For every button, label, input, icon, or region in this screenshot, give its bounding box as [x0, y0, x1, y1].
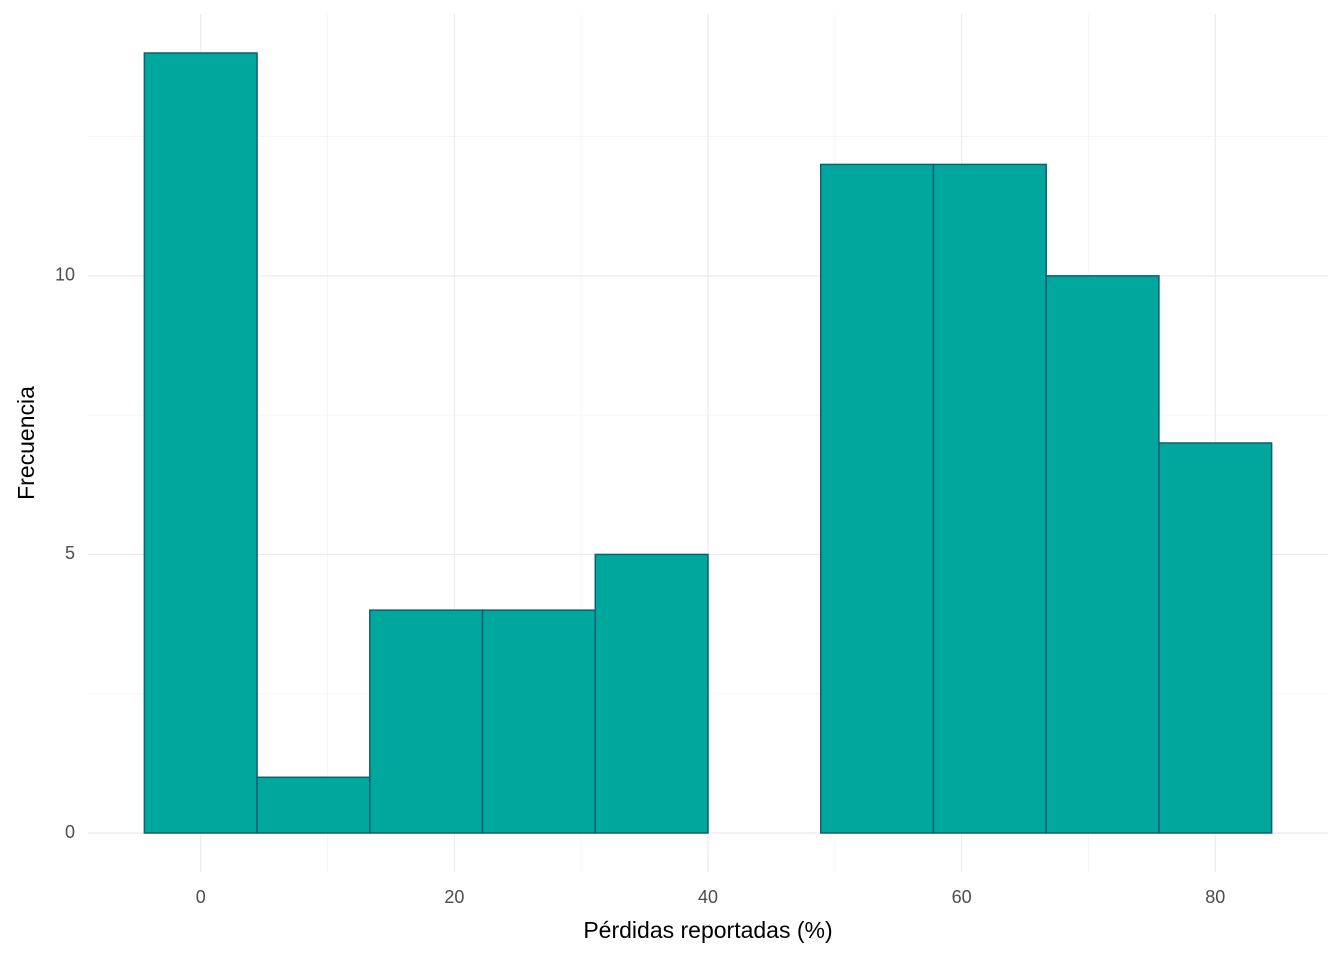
y-axis-title: Frecuencia	[13, 386, 39, 500]
x-tick-label: 60	[952, 887, 972, 907]
bar	[256, 776, 371, 834]
bar	[1045, 275, 1160, 834]
x-axis-title: Pérdidas reportadas (%)	[583, 917, 832, 943]
bars	[143, 52, 1273, 834]
x-tick-label: 20	[444, 887, 464, 907]
bar	[481, 609, 597, 834]
x-tick-label: 40	[698, 887, 718, 907]
y-tick-label: 0	[65, 822, 75, 842]
bar	[143, 52, 258, 834]
bar	[594, 553, 709, 834]
bar	[819, 163, 935, 834]
y-tick-label: 10	[55, 265, 75, 285]
bar	[1158, 442, 1273, 834]
bar	[932, 163, 1047, 834]
bar	[369, 609, 484, 834]
x-tick-label: 80	[1205, 887, 1225, 907]
x-tick-label: 0	[196, 887, 206, 907]
y-tick-label: 5	[65, 543, 75, 563]
